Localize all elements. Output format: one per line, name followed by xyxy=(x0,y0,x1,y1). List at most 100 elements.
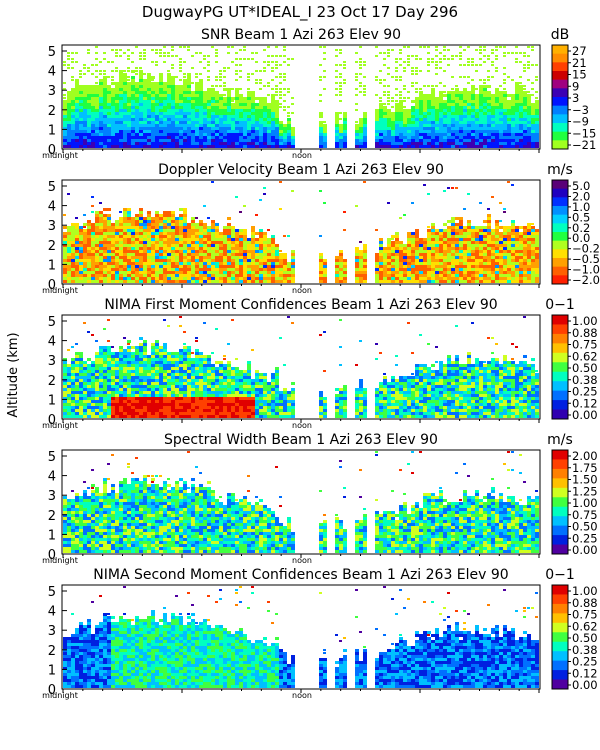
heatmap-cell xyxy=(455,277,459,280)
heatmap-cell xyxy=(431,247,435,250)
heatmap-cell xyxy=(379,115,383,118)
heatmap-cell xyxy=(71,379,75,382)
heatmap-cell xyxy=(275,139,279,142)
heatmap-cell xyxy=(75,259,79,262)
heatmap-cell xyxy=(423,280,427,283)
heatmap-cell xyxy=(123,244,127,247)
heatmap-cell xyxy=(523,55,526,57)
heatmap-cell xyxy=(479,58,482,60)
heatmap-cell xyxy=(63,370,67,373)
heatmap-cell xyxy=(119,253,123,256)
heatmap-cell xyxy=(75,256,79,259)
heatmap-cell xyxy=(395,118,399,121)
heatmap-cell xyxy=(235,133,239,136)
heatmap-cell xyxy=(163,271,167,274)
heatmap-cell xyxy=(219,244,223,247)
heatmap-cell xyxy=(163,238,167,241)
heatmap-cell xyxy=(215,280,219,283)
heatmap-cell xyxy=(395,79,398,81)
heatmap-cell xyxy=(531,118,535,121)
heatmap-cell xyxy=(155,220,159,223)
heatmap-cell xyxy=(459,220,463,223)
heatmap-cell xyxy=(147,109,151,112)
heatmap-cell xyxy=(155,247,159,250)
heatmap-cell xyxy=(463,226,467,229)
heatmap-cell xyxy=(63,361,67,364)
heatmap-cell xyxy=(111,238,115,241)
heatmap-cell xyxy=(239,235,243,238)
heatmap-cell xyxy=(235,253,239,256)
heatmap-cell xyxy=(355,253,359,256)
heatmap-cell xyxy=(171,94,175,97)
heatmap-cell xyxy=(187,94,191,97)
heatmap-cell xyxy=(99,397,103,400)
heatmap-cell xyxy=(203,91,207,94)
heatmap-cell xyxy=(487,262,491,265)
heatmap-cell xyxy=(163,115,167,118)
heatmap-cell xyxy=(443,46,446,48)
heatmap-cell xyxy=(259,133,263,136)
heatmap-cell xyxy=(63,103,67,106)
heatmap-cell xyxy=(439,280,443,283)
heatmap-cell xyxy=(403,97,406,99)
heatmap-cell xyxy=(267,133,271,136)
heatmap-cell xyxy=(411,136,415,139)
heatmap-cell xyxy=(395,130,399,133)
heatmap-cell xyxy=(503,280,507,283)
heatmap-cell xyxy=(199,52,202,54)
heatmap-cell xyxy=(447,100,451,103)
heatmap-cell xyxy=(363,76,366,78)
heatmap-cell xyxy=(523,256,527,259)
heatmap-cell xyxy=(463,91,467,94)
heatmap-cell xyxy=(387,247,391,250)
heatmap-cell xyxy=(355,121,358,123)
heatmap-cell xyxy=(427,100,431,103)
heatmap-cell xyxy=(71,91,75,94)
heatmap-cell xyxy=(159,118,163,121)
heatmap-cell xyxy=(419,103,423,106)
heatmap-cell xyxy=(487,277,491,280)
heatmap-cell xyxy=(175,247,179,250)
heatmap-cell xyxy=(79,379,83,382)
heatmap-cell xyxy=(135,115,139,118)
heatmap-cell xyxy=(183,124,187,127)
heatmap-cell xyxy=(231,268,235,271)
heatmap-cell xyxy=(499,85,502,87)
heatmap-cell xyxy=(243,256,247,259)
heatmap-cell xyxy=(159,94,163,97)
heatmap-cell xyxy=(263,253,267,256)
heatmap-cell xyxy=(63,94,66,96)
heatmap-cell xyxy=(515,52,518,54)
heatmap-cell xyxy=(431,109,435,112)
heatmap-cell xyxy=(355,265,359,268)
heatmap-cell xyxy=(87,280,91,283)
heatmap-cell xyxy=(163,100,167,103)
heatmap-cell xyxy=(259,268,263,271)
heatmap-cell xyxy=(479,103,483,106)
heatmap-cell xyxy=(479,253,483,256)
heatmap-cell xyxy=(443,223,447,226)
heatmap-cell xyxy=(223,238,227,241)
heatmap-cell xyxy=(319,265,323,268)
heatmap-cell xyxy=(451,55,454,57)
heatmap-cell xyxy=(507,250,511,253)
heatmap-cell xyxy=(463,229,467,232)
heatmap-cell xyxy=(455,241,459,244)
heatmap-cell xyxy=(139,121,143,124)
heatmap-cell xyxy=(99,235,103,238)
heatmap-cell xyxy=(495,118,499,121)
heatmap-cell xyxy=(379,274,383,277)
heatmap-cell xyxy=(219,79,222,81)
heatmap-cell xyxy=(395,238,399,241)
heatmap-cell xyxy=(103,118,107,121)
colorbar-swatch xyxy=(552,275,568,285)
heatmap-cell xyxy=(423,142,427,145)
heatmap-cell xyxy=(491,112,495,115)
heatmap-cell xyxy=(355,247,359,250)
heatmap-cell xyxy=(447,226,451,229)
heatmap-cell xyxy=(251,73,254,75)
heatmap-cell xyxy=(487,253,491,256)
heatmap-cell xyxy=(203,226,207,229)
heatmap-cell xyxy=(531,103,535,106)
heatmap-cell xyxy=(475,97,479,100)
